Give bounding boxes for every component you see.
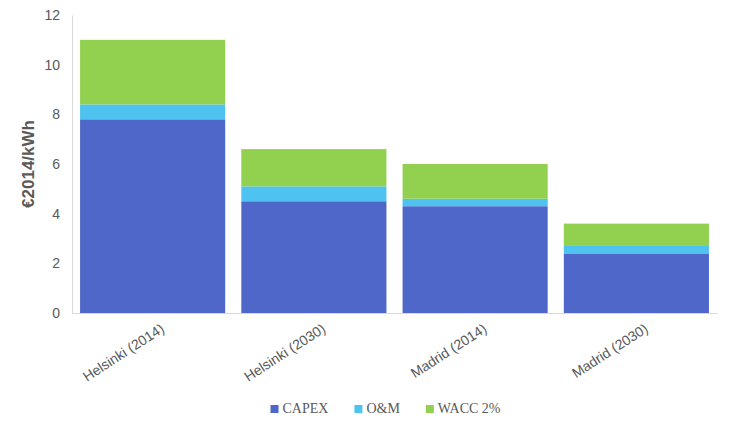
- axis-line: [72, 16, 73, 314]
- bar: [403, 199, 548, 206]
- bar: [564, 253, 709, 313]
- tick: Madrid (2014): [408, 313, 490, 381]
- tick-label: 4: [52, 206, 60, 222]
- bar: [564, 224, 709, 246]
- plot: 0 2 4 6 8 10 12 Helsinki (2014) Helsinki (2030) M…: [44, 7, 717, 385]
- series: [80, 40, 709, 246]
- tick-label: 6: [52, 156, 60, 172]
- tick: Helsinki (2030): [241, 313, 328, 384]
- tick: 0: [52, 305, 72, 321]
- tick: 8: [52, 106, 72, 122]
- bars: [80, 40, 709, 313]
- tick: Madrid (2030): [569, 313, 651, 381]
- series: [80, 104, 709, 253]
- legend-item: O&M: [354, 401, 400, 416]
- legend-swatch: [271, 405, 279, 413]
- x-axis: Helsinki (2014) Helsinki (2030) Madrid (20…: [73, 313, 718, 384]
- tick-label: 8: [52, 106, 60, 122]
- axis-title: €2014/kWh: [19, 120, 38, 208]
- tick: 4: [52, 206, 72, 222]
- chart: 0 2 4 6 8 10 12 Helsinki (2014) Helsinki (2030) M…: [0, 0, 731, 421]
- tick-label: Madrid (2030): [569, 320, 651, 381]
- tick-label: 10: [44, 57, 60, 73]
- tick-label: 12: [44, 7, 60, 23]
- tick-label: 0: [52, 305, 60, 321]
- series: [80, 119, 709, 313]
- y-axis: 0 2 4 6 8 10 12: [44, 7, 72, 321]
- tick: 2: [52, 255, 72, 271]
- legend-label: CAPEX: [283, 401, 329, 416]
- legend-item: WACC 2%: [426, 401, 501, 416]
- bar: [80, 119, 225, 313]
- bar: [80, 40, 225, 105]
- legend-label: WACC 2%: [438, 401, 501, 416]
- legend-swatch: [426, 405, 434, 413]
- tick-label: Helsinki (2030): [241, 320, 328, 384]
- bar: [241, 186, 386, 201]
- bar: [403, 164, 548, 199]
- tick: 6: [52, 156, 72, 172]
- bar: [241, 201, 386, 313]
- tick-label: Helsinki (2014): [80, 320, 167, 384]
- legend-label: O&M: [366, 401, 400, 416]
- bar: [564, 246, 709, 253]
- legend: CAPEX O&M WACC 2%: [271, 401, 501, 416]
- legend-swatch: [354, 405, 362, 413]
- legend-item: CAPEX: [271, 401, 329, 416]
- bar: [241, 149, 386, 186]
- tick: 12: [44, 7, 72, 23]
- bar: [403, 206, 548, 313]
- tick-label: Madrid (2014): [408, 320, 490, 381]
- tick: 10: [44, 57, 72, 73]
- tick-label: 2: [52, 255, 60, 271]
- axis-line: [73, 313, 718, 314]
- bar: [80, 104, 225, 119]
- tick: Helsinki (2014): [80, 313, 167, 384]
